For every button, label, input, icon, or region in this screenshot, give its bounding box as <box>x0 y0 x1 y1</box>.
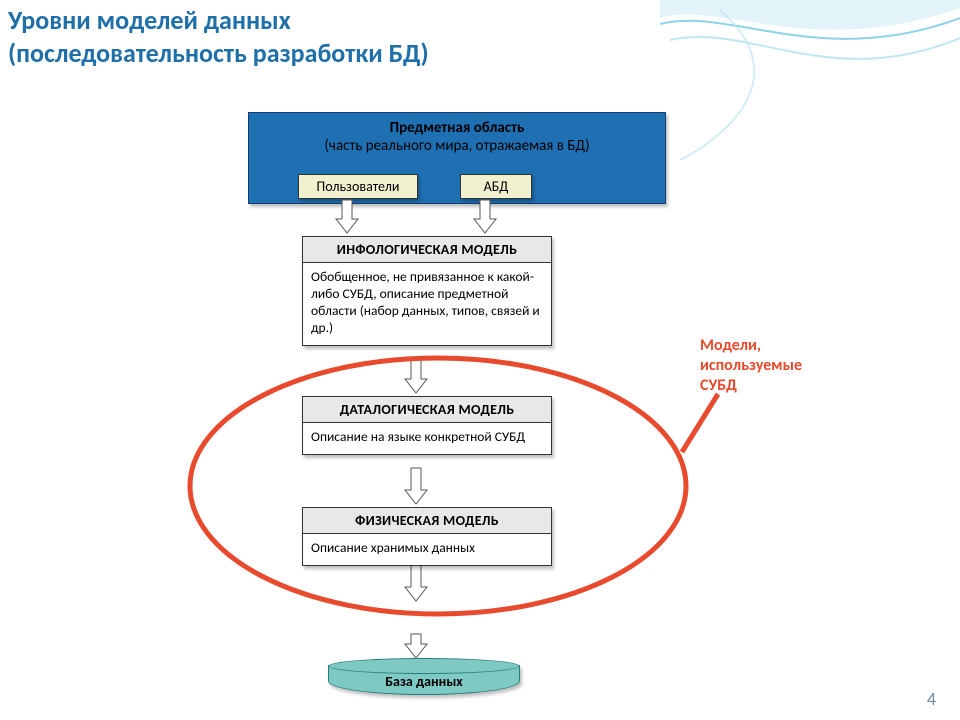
annot-line3: СУБД <box>700 376 737 395</box>
model-infological-head: ИНФОЛОГИЧЕСКАЯ МОДЕЛЬ <box>303 237 551 263</box>
model-datalogical: ДАТАЛОГИЧЕСКАЯ МОДЕЛЬ Описание на языке … <box>302 396 552 455</box>
annot-line2: используемые <box>700 356 802 375</box>
annot-line1: Модели, <box>700 336 761 355</box>
slide-title: Уровни моделей данных (последовательност… <box>8 4 648 69</box>
title-line2: (последовательность разработки БД) <box>8 37 429 69</box>
database-label: База данных <box>385 673 462 690</box>
page-number: 4 <box>927 688 936 710</box>
abd-box: АБД <box>460 174 532 199</box>
arrows-layer <box>0 0 960 720</box>
users-label: Пользователи <box>317 175 400 198</box>
database-top-ellipse <box>328 658 520 674</box>
annotation-text: Модели, используемые СУБД <box>700 336 802 396</box>
model-datalogical-head: ДАТАЛОГИЧЕСКАЯ МОДЕЛЬ <box>303 397 551 423</box>
title-line1: Уровни моделей данных <box>8 4 291 36</box>
model-infological: ИНФОЛОГИЧЕСКАЯ МОДЕЛЬ Обобщенное, не при… <box>302 236 552 346</box>
annotation-ellipse <box>0 0 960 720</box>
decor-wave <box>660 0 960 160</box>
model-physical: ФИЗИЧЕСКАЯ МОДЕЛЬ Описание хранимых данн… <box>302 507 552 566</box>
abd-label: АБД <box>484 175 509 198</box>
model-physical-body: Описание хранимых данных <box>303 534 551 565</box>
model-infological-body: Обобщенное, не привязанное к какой-либо … <box>303 263 551 345</box>
domain-subtitle: (часть реального мира, отражаемая в БД) <box>249 137 665 155</box>
domain-title: Предметная область <box>249 113 665 137</box>
model-physical-head: ФИЗИЧЕСКАЯ МОДЕЛЬ <box>303 508 551 534</box>
model-datalogical-body: Описание на языке конкретной СУБД <box>303 423 551 454</box>
users-box: Пользователи <box>298 174 418 199</box>
